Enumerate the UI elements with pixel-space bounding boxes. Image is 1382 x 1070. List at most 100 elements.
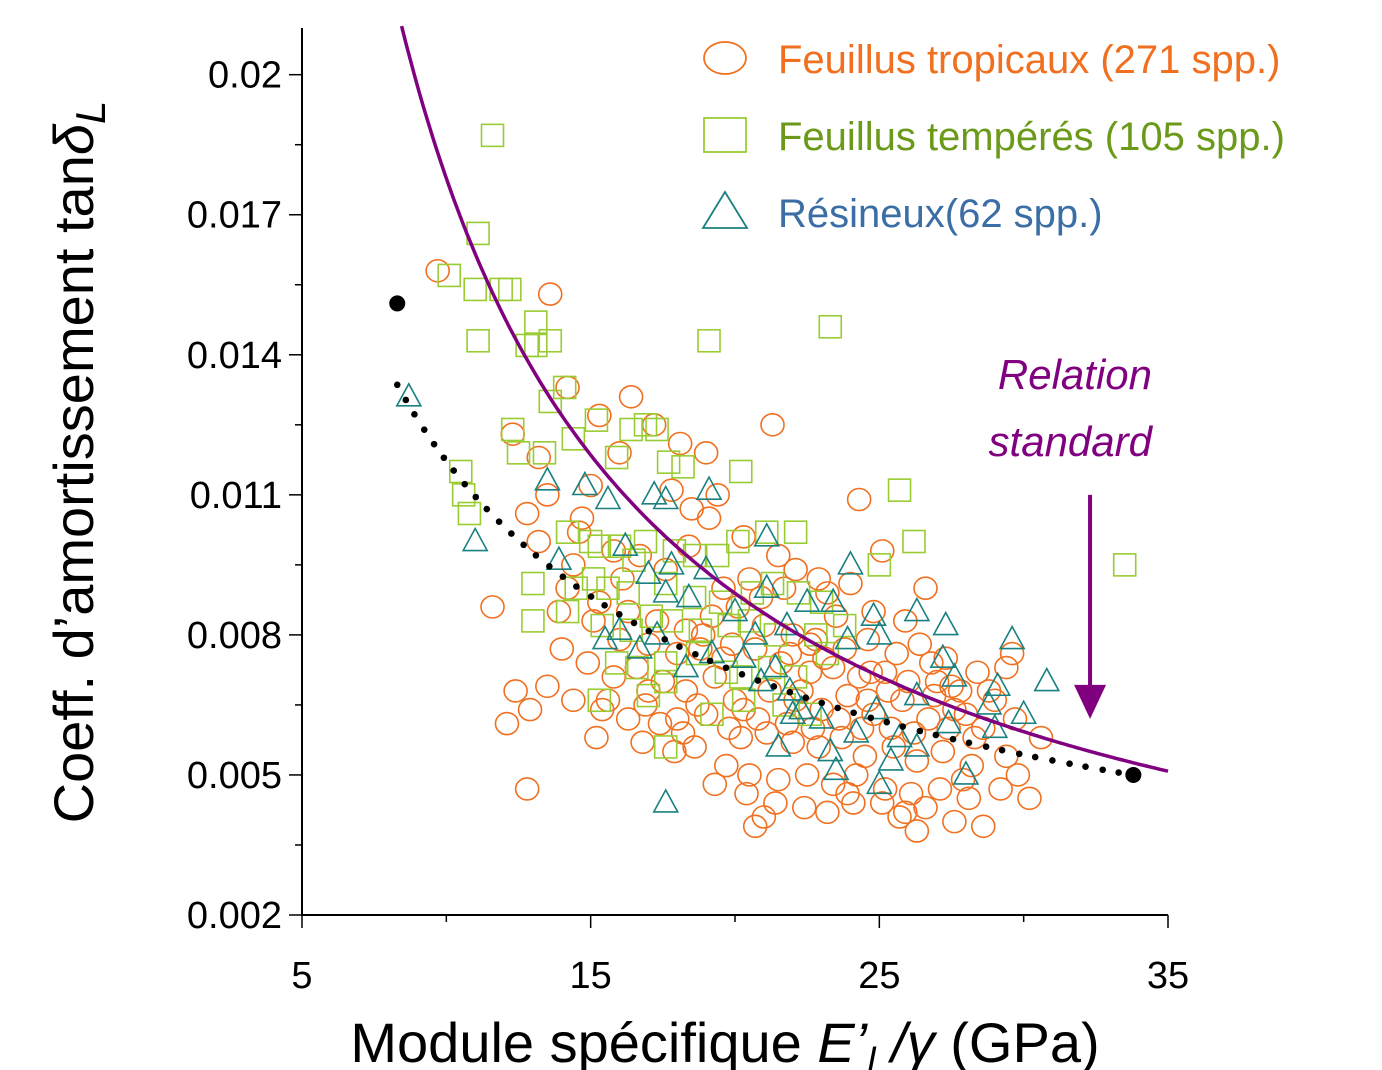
tropical-hardwood-point [794, 763, 820, 787]
curve-layer [389, 25, 1169, 783]
tropical-hardwood-point [549, 637, 575, 661]
legend: Feuillus tropicaux (271 spp.) Feuillus te… [701, 38, 1285, 236]
fit-dot [587, 593, 595, 600]
softwood-point [941, 662, 968, 687]
annotation-arrow-head [1074, 684, 1107, 719]
fit-dot [867, 714, 875, 722]
fit-dot [661, 636, 669, 643]
tropical-hardwood-point [927, 777, 953, 801]
temperate-hardwood-point [818, 314, 843, 339]
fit-dot [508, 530, 515, 537]
softwood-point [793, 587, 821, 613]
tropical-hardwood-point [780, 730, 806, 755]
fit-endpoint [1125, 766, 1142, 783]
tropical-hardwood-point [587, 403, 612, 428]
tropical-hardwood-point [763, 791, 788, 815]
temperate-hardwood-point [561, 427, 586, 451]
temperate-hardwood-point [596, 576, 620, 601]
tropical-hardwood-point [711, 576, 736, 601]
temperate-hardwood-point [783, 520, 808, 544]
y-tick-label: 0.011 [190, 475, 282, 517]
tropical-hardwood-point [887, 805, 912, 829]
softwood-point [834, 624, 861, 650]
legend-item-tropical-hardwood: Feuillus tropicaux (271 spp.) [703, 38, 1280, 82]
tropical-hardwood-point [664, 707, 690, 731]
tropical-hardwood-point [820, 655, 846, 680]
softwood-point [721, 596, 749, 622]
temperate-hardwood-point [538, 328, 563, 353]
legend-item-temperate-hardwood: Feuillus tempérés (105 spp.) [703, 115, 1285, 159]
temperate-hardwood-point [887, 478, 912, 502]
softwood-point [594, 484, 622, 510]
tropical-hardwood-point [685, 693, 710, 717]
annotation-line-1: Relation [998, 351, 1152, 398]
temperate-hardwood-point [645, 417, 669, 442]
fit-dot [738, 670, 746, 678]
softwood-point [695, 475, 723, 500]
tropical-hardwood-point [734, 781, 759, 806]
tropical-hardwood-point [1005, 763, 1031, 787]
softwood-point [984, 671, 1012, 697]
tropical-hardwood-point [846, 487, 872, 512]
softwood-point [935, 708, 962, 734]
tropical-hardwood-point [835, 781, 860, 806]
tropical-hardwood-point [869, 539, 895, 563]
x-axis-title-part: Module spécifique [350, 1011, 817, 1070]
temperate-hardwood-point [809, 590, 834, 615]
temperate-hardwood-point [463, 277, 488, 302]
softwood-point [652, 578, 680, 603]
temperate-hardwood-point [653, 735, 678, 759]
tropical-hardwood-point [930, 739, 956, 764]
legend-item-softwood: Résineux(62 spp.) [701, 190, 1103, 236]
softwood-point [571, 470, 599, 496]
tropical-hardwood-point [942, 809, 967, 834]
tropical-hardwood-point [581, 609, 606, 633]
x-axis-title-part: / [876, 1011, 913, 1070]
temperate-hardwood-point [714, 660, 739, 685]
tropical-hardwood-point [760, 413, 785, 437]
dotted-fit-curve [389, 295, 1142, 783]
tropical-hardwood-point [913, 576, 938, 601]
fit-dot [965, 739, 973, 747]
tropical-hardwood-point [526, 445, 552, 470]
tropical-hardwood-point [890, 688, 915, 713]
fit-dot [440, 454, 448, 462]
tropical-hardwood-point [872, 777, 898, 801]
temperate-hardwood-point [448, 459, 473, 484]
tropical-hardwood-point [898, 781, 924, 806]
fit-dot [573, 583, 580, 590]
softwood-point [652, 788, 680, 813]
tropical-hardwood-point [956, 786, 982, 811]
fit-dot [982, 743, 990, 751]
softwood-point [776, 676, 804, 701]
softwood-point [395, 382, 423, 407]
tropical-hardwood-point [630, 730, 655, 755]
fit-dot [706, 657, 714, 665]
fit-dot [899, 723, 907, 730]
tropical-hardwood-point [618, 385, 644, 409]
temperate-hardwood-point [633, 529, 658, 554]
temperate-hardwood-point [682, 585, 707, 610]
temperate-hardwood-point [524, 310, 548, 334]
x-tick-label: 25 [858, 955, 900, 997]
tropical-hardwood-point [693, 702, 719, 727]
softwood-point [929, 643, 957, 669]
temperate-hardwood-point [616, 581, 640, 605]
fit-dot [483, 505, 491, 513]
temperate-hardwood-point [754, 520, 779, 544]
tropical-hardwood-point [751, 805, 777, 829]
tropical-hardwood-point [797, 632, 823, 657]
tropical-hardwood-point [982, 688, 1008, 713]
temperate-hardwood-point [653, 669, 678, 694]
temperate-hardwood-point [619, 417, 643, 442]
temperate-hardwood-point [902, 529, 926, 554]
legend-square-icon [703, 117, 747, 153]
tropical-hardwood-point [970, 814, 996, 839]
softwood-point [611, 531, 639, 556]
temperate-hardwood-point [705, 543, 730, 568]
tropical-hardwood-point [561, 688, 586, 713]
tropical-hardwood-point [904, 749, 930, 773]
softwood-point [952, 760, 980, 785]
temperate-hardwood-point [728, 665, 753, 689]
